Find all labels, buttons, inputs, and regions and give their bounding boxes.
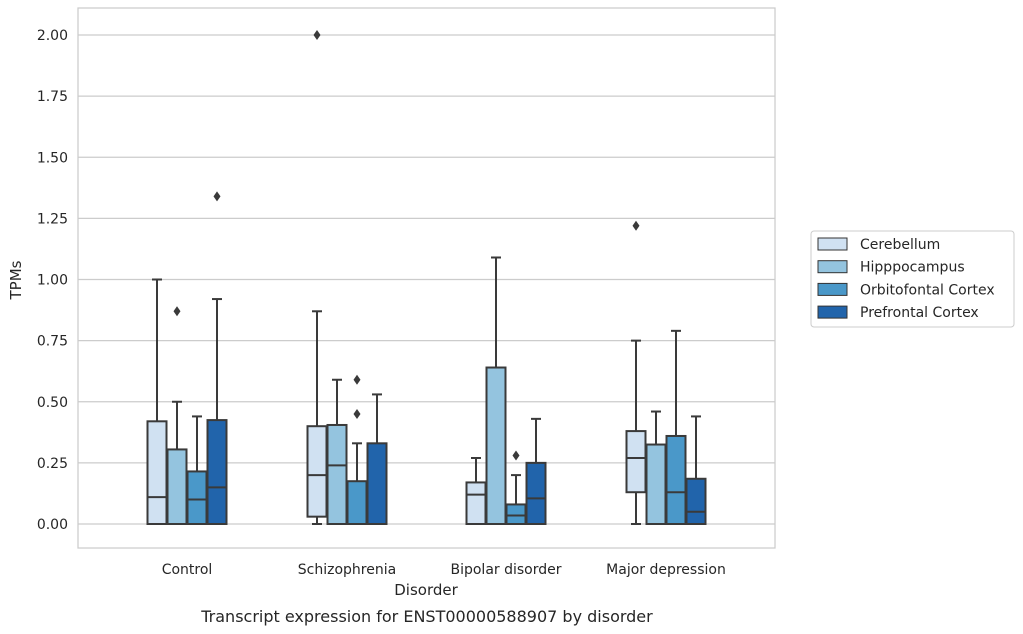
x-tick-label: Major depression: [606, 562, 726, 578]
box-body: [625, 430, 647, 494]
outlier-point: [313, 30, 321, 40]
box-group: [685, 415, 707, 525]
box-body: [505, 503, 527, 526]
plot-frame: [77, 7, 776, 549]
box-body: [146, 420, 168, 525]
y-tick-label: 1.00: [37, 273, 68, 289]
box-group: [346, 374, 368, 525]
box-body: [366, 442, 388, 525]
outlier-point: [353, 408, 361, 419]
box-body: [645, 443, 667, 526]
box-group: [625, 220, 647, 525]
y-tick-label: 1.50: [37, 150, 68, 166]
box-body: [346, 480, 368, 525]
box-body: [465, 481, 487, 525]
outlier-point: [353, 374, 361, 385]
box-body: [665, 434, 687, 526]
y-tick-label: 1.25: [37, 211, 68, 227]
legend-swatch: [817, 282, 848, 296]
y-tick-label: 0.75: [37, 334, 68, 350]
x-axis-title: Disorder: [394, 581, 458, 599]
y-tick-label: 0.50: [37, 395, 68, 411]
box-layer: [146, 30, 707, 526]
box-group: [485, 256, 507, 525]
box-group: [366, 393, 388, 525]
legend-label: Cerebellum: [860, 237, 940, 253]
box-group: [525, 417, 547, 525]
box-group: [645, 410, 667, 526]
box-body: [525, 461, 547, 525]
legend: Cerebellum Hipppocampus Orbitofontal Corte…: [810, 230, 1015, 328]
box-body: [166, 448, 188, 525]
box-group: [146, 278, 168, 525]
box-body: [206, 419, 228, 525]
y-tick-labels: 0.00 0.25 0.50 0.75 1.00 1.25 1.50 1.75 2.00: [37, 28, 68, 533]
outlier-point: [632, 220, 640, 231]
legend-label: Orbitofontal Cortex: [860, 282, 995, 298]
legend-swatch: [817, 260, 848, 274]
y-tick-label: 2.00: [37, 28, 68, 44]
x-tick-label: Control: [162, 562, 213, 578]
box-body: [685, 477, 707, 525]
legend-swatch: [817, 305, 848, 319]
box-body: [306, 425, 328, 518]
box-group: [326, 378, 348, 526]
legend-label: Prefrontal Cortex: [860, 305, 979, 321]
y-tick-label: 1.75: [37, 89, 68, 105]
x-tick-label: Schizophrenia: [298, 562, 396, 578]
box-body: [485, 366, 507, 525]
box-group: [505, 450, 527, 526]
outlier-point: [512, 450, 520, 461]
box-body: [326, 423, 348, 526]
figure-caption: Transcript expression for ENST0000058890…: [200, 607, 653, 626]
outlier-point: [173, 306, 181, 317]
legend-frame: [810, 230, 1015, 328]
box-group: [665, 329, 687, 526]
legend-label: Hipppocampus: [860, 260, 965, 276]
x-tick-labels: Control Schizophrenia Bipolar disorder Majo…: [162, 562, 726, 578]
box-group: [186, 415, 208, 525]
box-group: [206, 191, 228, 525]
x-tick-label: Bipolar disorder: [450, 562, 561, 578]
legend-swatch: [817, 237, 848, 251]
y-axis-title: TPMs: [7, 260, 25, 300]
box-body: [186, 470, 208, 525]
box-group: [465, 456, 487, 525]
y-tick-label: 0.25: [37, 456, 68, 472]
y-tick-label: 0.00: [37, 517, 68, 533]
outlier-point: [213, 191, 221, 202]
